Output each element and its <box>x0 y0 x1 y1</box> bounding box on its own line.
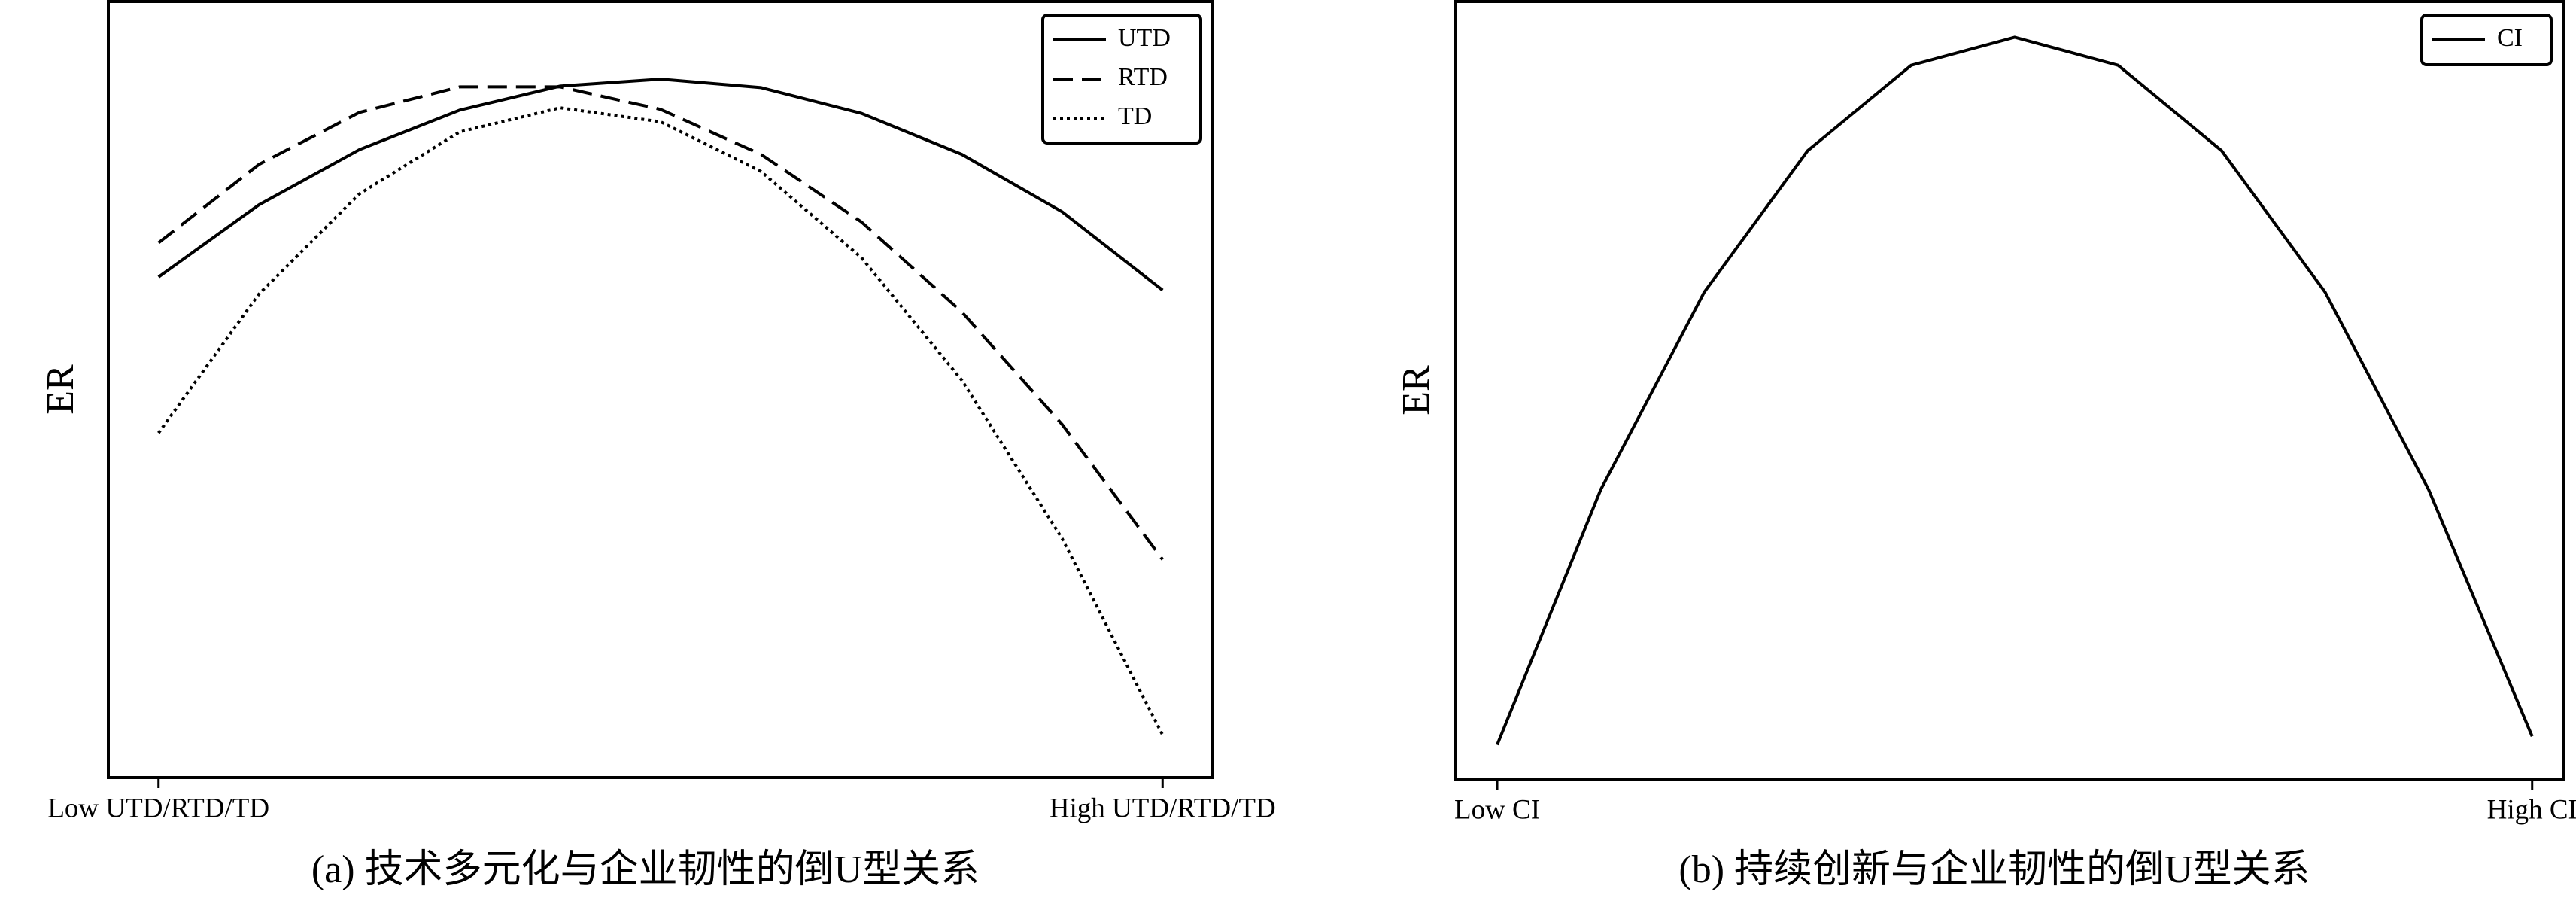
plot-frame <box>107 0 1214 779</box>
series-line <box>157 106 1165 736</box>
series-line <box>157 78 1164 292</box>
series-line <box>1496 35 2534 746</box>
x-tick-label: High CI <box>2487 794 2576 825</box>
legend-box <box>2420 14 2553 66</box>
x-tick-label: High UTD/RTD/TD <box>1050 793 1276 823</box>
series-line <box>157 85 1164 561</box>
legend-label: UTD <box>1118 24 1171 52</box>
y-axis-label: ER <box>1395 365 1438 415</box>
legend-label: RTD <box>1118 63 1168 91</box>
legend-box <box>1041 14 1202 145</box>
legend-label: CI <box>2497 24 2523 52</box>
chart-title: (b) 持续创新与企业韧性的倒U型关系 <box>1678 848 2310 891</box>
legend-label: TD <box>1118 102 1152 130</box>
plot-frame <box>1454 0 2565 781</box>
x-tick-label: Low CI <box>1454 794 1540 825</box>
y-axis-label: ER <box>39 364 82 415</box>
x-tick-label: Low UTD/RTD/TD <box>47 793 269 823</box>
chart-title: (a) 技术多元化与企业韧性的倒U型关系 <box>311 848 980 891</box>
